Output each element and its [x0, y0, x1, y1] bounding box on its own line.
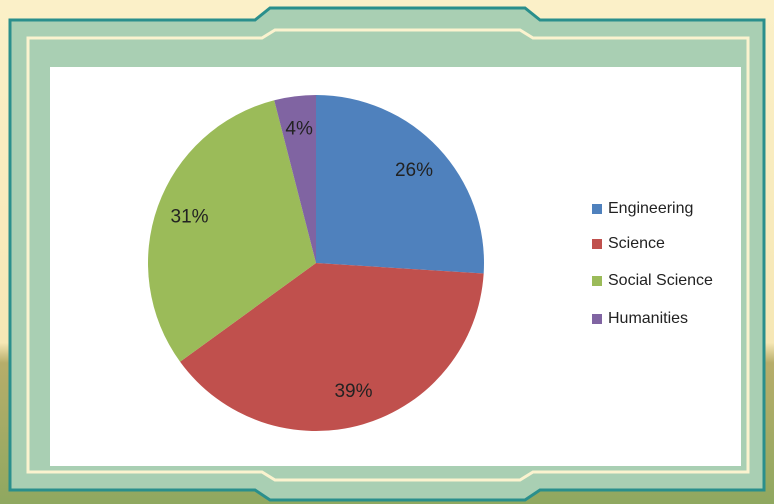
pie: 26% 39% 31% 4%	[147, 95, 484, 431]
data-label: 26%	[395, 160, 433, 181]
pie-slice	[180, 263, 484, 431]
legend-label: Social Science	[608, 272, 713, 289]
legend-swatch	[592, 239, 602, 249]
pie-slice	[147, 100, 316, 362]
legend-label: Engineering	[608, 200, 693, 217]
frame-inner	[26, 28, 750, 482]
legend-label: Humanities	[608, 310, 688, 327]
legend-swatch	[592, 204, 602, 214]
data-label: 4%	[285, 119, 313, 140]
legend-swatch	[592, 276, 602, 286]
legend: Engineering Science Social Science Humaniti…	[592, 200, 713, 327]
legend-label: Science	[608, 235, 665, 252]
pie-slice	[274, 95, 316, 263]
data-label: 39%	[334, 381, 372, 402]
legend-swatch	[592, 314, 602, 324]
data-label: 31%	[171, 206, 209, 227]
pie-slice	[316, 95, 484, 274]
